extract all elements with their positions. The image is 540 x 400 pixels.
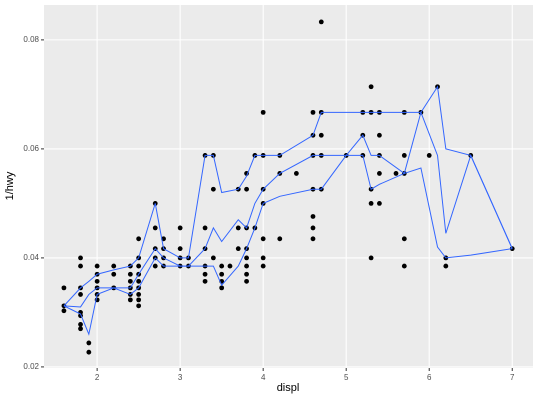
point (219, 285, 225, 291)
quantile-line (63, 85, 513, 307)
point (202, 271, 208, 277)
point (78, 321, 83, 327)
point (318, 19, 324, 25)
point (86, 349, 92, 355)
x-tick-label: 2 (95, 373, 100, 382)
x-tick-label: 3 (178, 373, 183, 382)
point (202, 278, 208, 284)
point (127, 271, 133, 277)
x-axis-title: displ (277, 382, 300, 394)
quantile-line (63, 154, 513, 336)
point (152, 225, 158, 231)
point (210, 255, 216, 261)
x-tick-label: 7 (510, 373, 515, 382)
point (136, 297, 142, 303)
point (202, 225, 208, 231)
point (136, 303, 142, 309)
y-tick-label: 0.02 (23, 362, 39, 371)
y-tick-label: 0.04 (23, 253, 39, 262)
point (111, 263, 117, 269)
point (136, 292, 142, 297)
point (127, 297, 133, 303)
point (443, 263, 449, 269)
point (401, 153, 407, 158)
point (235, 246, 241, 252)
point (393, 171, 399, 176)
point (244, 255, 249, 261)
point (310, 109, 316, 115)
point (94, 263, 100, 269)
y-axis-title: 1/hwy (4, 171, 16, 200)
point (61, 285, 67, 291)
point (260, 255, 266, 261)
point (260, 263, 266, 269)
point (318, 132, 324, 138)
point (210, 186, 216, 192)
point (401, 263, 407, 269)
point (310, 225, 316, 231)
point (244, 278, 249, 284)
y-tick-label: 0.06 (23, 144, 39, 153)
y-tick-label: 0.08 (23, 35, 39, 44)
point (177, 246, 183, 252)
point (377, 171, 382, 176)
point (277, 236, 283, 242)
point (219, 271, 225, 277)
point (244, 263, 249, 269)
point (94, 278, 100, 284)
panel (44, 5, 533, 368)
point (426, 153, 432, 158)
point (401, 236, 407, 242)
point (86, 340, 92, 346)
point (78, 255, 83, 261)
point (368, 255, 374, 261)
point (244, 186, 249, 192)
point (152, 263, 158, 269)
point (260, 109, 266, 115)
point (61, 308, 67, 314)
point (260, 236, 266, 242)
point (127, 278, 133, 284)
point (177, 225, 183, 231)
point (293, 171, 299, 176)
point (377, 200, 382, 206)
x-tick-label: 6 (427, 373, 432, 382)
point (310, 214, 316, 219)
point (368, 84, 374, 90)
point (78, 263, 83, 269)
point (235, 225, 241, 231)
point (368, 200, 374, 206)
point (78, 326, 83, 332)
x-tick-label: 5 (344, 373, 349, 382)
point (111, 271, 117, 277)
x-tick-label: 4 (261, 373, 266, 382)
point (377, 132, 382, 138)
point (136, 263, 142, 269)
point (136, 278, 142, 284)
point (78, 292, 83, 297)
point (244, 271, 249, 277)
point (227, 263, 233, 269)
point (136, 236, 142, 242)
point (310, 236, 316, 242)
point (219, 263, 225, 269)
